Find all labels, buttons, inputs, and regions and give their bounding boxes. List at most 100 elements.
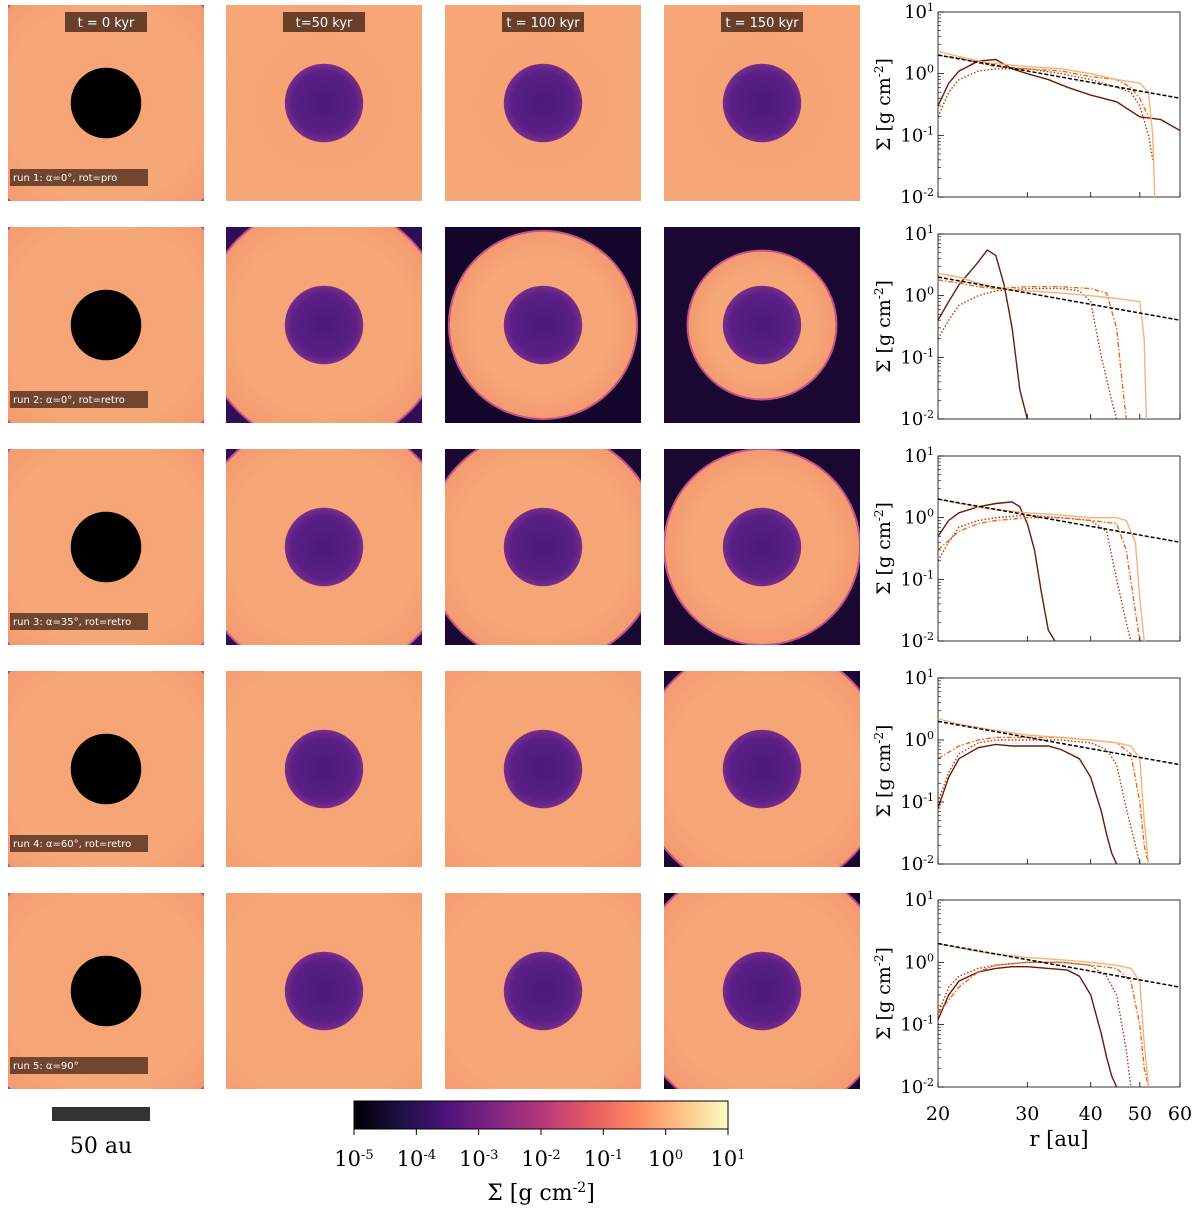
profile-plot: 10-2 10-1 100 101 Σ [g cm-2]: [872, 667, 1181, 875]
plot-frame: [937, 455, 1181, 642]
profile-series: [938, 966, 1118, 1087]
profile-series: [938, 718, 1150, 864]
run-label-box: [10, 613, 148, 630]
inner-cavity: [284, 507, 364, 587]
reference-line: [938, 276, 1180, 321]
profile-series: [938, 961, 1150, 1087]
inner-cavity: [722, 951, 802, 1031]
profile-series: [938, 54, 1150, 118]
inner-cavity: [284, 285, 364, 365]
colorbar-tick-label: 10-3: [459, 1147, 498, 1171]
y-axis-label: Σ [g cm-2]: [872, 280, 895, 373]
map-panel: [226, 449, 422, 645]
y-tick-label: 10-1: [900, 568, 934, 590]
inner-cavity: [503, 729, 583, 809]
inner-cavity: [284, 951, 364, 1031]
profile-plots: 10-2 10-1 100 101 Σ [g cm-2] 10-2 10-1 100 101 Σ …: [872, 1, 1181, 1098]
run-label-box: [10, 1057, 148, 1074]
map-panel: [445, 893, 641, 1089]
run-label: run 5: α=90°: [13, 1061, 79, 1072]
map-panel: [226, 227, 422, 423]
colorbar-tick-label: 101: [710, 1147, 745, 1171]
y-tick-label: 101: [904, 223, 934, 245]
y-tick-label: 100: [904, 63, 934, 85]
colorbar-tick-label: 10-5: [334, 1147, 373, 1171]
scale-bar: [52, 1107, 150, 1121]
y-axis-label: Σ [g cm-2]: [872, 725, 895, 818]
profile-series: [938, 279, 1127, 419]
plot-frame: [937, 11, 1181, 198]
time-label: t = 0 kyr: [78, 16, 135, 31]
map-panel: [8, 5, 204, 201]
y-tick-label: 10-2: [900, 1076, 934, 1098]
profile-plot: 10-2 10-1 100 101 Σ [g cm-2]: [872, 1, 1181, 208]
profile-plot: 10-2 10-1 100 101 Σ [g cm-2]: [872, 889, 1181, 1098]
inner-cavity: [503, 507, 583, 587]
x-tick-label: 30: [1015, 1103, 1039, 1125]
inner-cavity: [70, 289, 142, 361]
y-tick-label: 10-1: [900, 791, 934, 813]
profile-series: [938, 514, 1132, 641]
profile-series: [938, 50, 1156, 197]
map-panel: [226, 671, 422, 867]
inner-cavity: [722, 729, 802, 809]
y-tick-label: 10-2: [900, 630, 934, 652]
time-label-box: [502, 12, 584, 32]
x-tick-label: 20: [926, 1103, 950, 1125]
inner-cavity: [70, 733, 142, 805]
map-panel: [664, 671, 860, 867]
map-panel: [226, 5, 422, 201]
reference-line: [938, 942, 1180, 988]
inner-cavity: [70, 511, 142, 583]
y-tick-label: 100: [904, 951, 934, 973]
y-axis-label: Σ [g cm-2]: [872, 502, 895, 595]
run-label: run 4: α=60°, rot=retro: [13, 839, 131, 850]
map-panel: [8, 671, 204, 867]
run-label-box: [10, 169, 148, 186]
y-tick-label: 101: [904, 667, 934, 689]
y-tick-label: 101: [904, 889, 934, 911]
inner-cavity: [722, 285, 802, 365]
inner-cavity: [284, 729, 364, 809]
plot-frame: [937, 677, 1181, 865]
run-label: run 2: α=0°, rot=retro: [13, 395, 125, 406]
colorbar-label: Σ [g cm-2]: [487, 1180, 595, 1206]
time-label: t=50 kyr: [296, 16, 353, 31]
plot-frame: [937, 899, 1181, 1088]
run-label-box: [10, 835, 148, 852]
y-tick-label: 10-1: [900, 124, 934, 146]
profile-series: [938, 498, 1145, 641]
time-label: t = 100 kyr: [506, 16, 580, 31]
profile-series: [938, 249, 1028, 419]
profile-series: [938, 942, 1150, 1087]
map-panel: [8, 449, 204, 645]
profile-series: [938, 287, 1118, 419]
colorbar-tick-label: 10-2: [521, 1147, 560, 1171]
time-label-box: [283, 12, 365, 32]
map-panel: [445, 5, 641, 201]
y-tick-label: 10-1: [900, 346, 934, 368]
profile-plot: 10-2 10-1 100 101 Σ [g cm-2]: [872, 223, 1181, 430]
x-axis-label: r [au]: [1029, 1127, 1088, 1151]
inner-cavity: [284, 63, 364, 143]
colorbar: [353, 1100, 729, 1130]
y-tick-label: 100: [904, 729, 934, 751]
profile-series: [938, 68, 1154, 161]
y-tick-label: 100: [904, 285, 934, 307]
reference-line: [938, 720, 1180, 766]
y-axis-label: Σ [g cm-2]: [872, 58, 895, 151]
time-label-box: [65, 12, 147, 32]
inner-cavity: [503, 951, 583, 1031]
map-panel: [8, 227, 204, 423]
inner-cavity: [722, 63, 802, 143]
map-panel: [445, 227, 641, 423]
map-panel: [664, 893, 860, 1089]
y-tick-label: 10-2: [900, 186, 934, 208]
y-tick-label: 100: [904, 507, 934, 529]
x-tick-label: 60: [1168, 1103, 1192, 1125]
profile-plot: 10-2 10-1 100 101 Σ [g cm-2]: [872, 445, 1181, 652]
profile-series: [938, 58, 1180, 132]
time-label-box: [721, 12, 803, 32]
run-label: run 3: α=35°, rot=retro: [13, 617, 131, 628]
